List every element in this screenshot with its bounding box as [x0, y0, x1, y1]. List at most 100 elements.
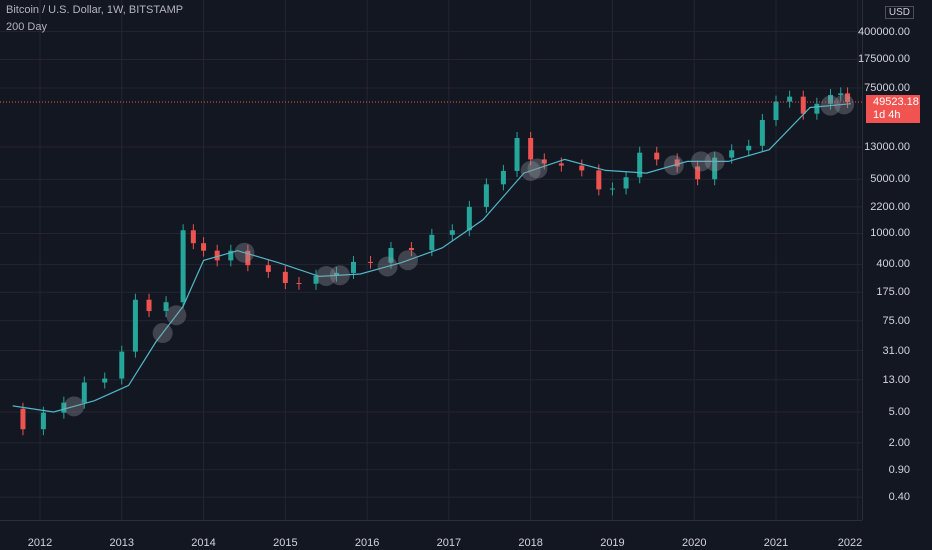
- currency-label[interactable]: USD: [884, 6, 914, 19]
- price-tick-label: 75.00: [882, 314, 910, 327]
- candle-body: [119, 351, 125, 379]
- candle-body: [729, 150, 735, 158]
- touch-highlight: [527, 158, 548, 179]
- candle-body: [228, 250, 234, 261]
- indicator-title[interactable]: 200 Day: [6, 21, 47, 33]
- time-tick-label: 2020: [681, 537, 707, 549]
- touch-highlight: [398, 250, 418, 271]
- candle-body: [265, 265, 271, 272]
- touch-highlight: [820, 95, 841, 116]
- touch-highlight: [704, 151, 725, 172]
- candle-body: [787, 96, 793, 102]
- candle-body: [500, 170, 506, 185]
- price-tick-label: 31.00: [882, 344, 910, 357]
- price-tick-label: 5000.00: [870, 173, 910, 186]
- touch-highlight: [520, 160, 541, 181]
- time-tick-label: 2019: [600, 537, 625, 549]
- candle-body: [214, 250, 220, 261]
- price-tick-label: 400.00: [876, 258, 910, 271]
- candle-body: [180, 230, 186, 303]
- price-tick-label: 0.40: [888, 491, 910, 504]
- candle-body: [466, 206, 472, 231]
- price-tick-label: 5.00: [888, 406, 910, 418]
- price-tick-label: 1000.00: [870, 227, 910, 240]
- ma-200-line: [12, 103, 852, 413]
- time-tick-label: 2016: [354, 537, 380, 549]
- candle-body: [695, 166, 701, 180]
- price-tick-label: 13000.00: [864, 141, 910, 154]
- last-price-value: 49523.18: [873, 95, 919, 108]
- last-price-tag: 49523.18 1d 4h: [866, 94, 920, 123]
- candle-body: [201, 243, 207, 251]
- candle-body: [483, 184, 489, 207]
- price-tick-label: 13.00: [882, 373, 910, 386]
- candle-body: [61, 402, 67, 413]
- candle-body: [623, 177, 629, 189]
- touch-highlight: [166, 305, 187, 326]
- candle-body: [746, 145, 752, 151]
- price-tick-label: 175000.00: [858, 53, 910, 66]
- candle-body: [81, 382, 87, 403]
- candle-body: [163, 302, 169, 312]
- time-tick-label: 2014: [191, 537, 216, 549]
- touch-highlight: [377, 256, 398, 277]
- candle-body: [388, 247, 394, 263]
- candle-body: [368, 261, 374, 263]
- candle-body: [449, 230, 455, 235]
- candle-body: [759, 120, 765, 146]
- candle-body: [845, 93, 851, 102]
- candle-body: [828, 94, 834, 104]
- time-tick-label: 2021: [763, 537, 789, 549]
- time-tick-label: 2017: [436, 537, 462, 549]
- price-tick-label: 400000.00: [858, 25, 910, 38]
- candle-body: [528, 138, 534, 160]
- time-tick-label: 2015: [273, 537, 298, 549]
- candle-body: [296, 282, 302, 284]
- time-tick-label: 2013: [109, 537, 135, 549]
- symbol-title[interactable]: Bitcoin / U.S. Dollar, 1W, BITSTAMP: [6, 4, 184, 16]
- price-scale[interactable]: USD 400000.00 175000.00 75000.00 13000.00 50…: [858, 0, 932, 520]
- time-tick-label: 2022: [837, 537, 863, 549]
- candle-body: [579, 165, 585, 171]
- candle-body: [245, 250, 251, 266]
- candle-body: [654, 152, 660, 160]
- touch-highlight: [329, 265, 350, 286]
- chart-pane[interactable]: Bitcoin / U.S. Dollar, 1W, BITSTAMP 200 …: [0, 0, 862, 520]
- candle-body: [408, 247, 414, 251]
- countdown-value: 1d 4h: [873, 108, 901, 121]
- touch-highlight: [316, 265, 337, 286]
- time-scale[interactable]: 2012 2013 2014 2015 2016 2017 2018 2019 2020 2021…: [0, 520, 862, 550]
- candle-body: [40, 412, 46, 430]
- candle-body: [132, 299, 138, 352]
- touch-highlight: [834, 94, 855, 115]
- candle-body: [773, 101, 779, 121]
- touch-highlight: [663, 155, 684, 176]
- candle-body: [674, 159, 680, 167]
- candle-body: [190, 230, 196, 244]
- candle-body: [541, 159, 547, 164]
- time-tick-label: 2018: [518, 537, 543, 549]
- touch-highlight: [152, 323, 173, 344]
- candle-body: [637, 152, 643, 178]
- candle-body: [20, 408, 26, 430]
- candle-body: [313, 275, 319, 284]
- candle-body: [282, 271, 288, 283]
- touch-highlight: [234, 242, 255, 263]
- price-tick-label: 2.00: [888, 436, 910, 449]
- candle-body: [350, 261, 356, 273]
- candle-body: [102, 378, 108, 383]
- candle-body: [558, 163, 564, 166]
- candle-body: [800, 96, 806, 114]
- touch-highlight: [64, 396, 85, 417]
- candle-body: [333, 272, 339, 276]
- candle-body: [146, 299, 152, 312]
- candle-body: [596, 170, 602, 190]
- price-tick-label: 0.90: [888, 463, 910, 476]
- price-tick-label: 175.00: [876, 286, 910, 299]
- price-tick-label: 75000.00: [864, 82, 910, 94]
- time-tick-label: 2012: [27, 537, 53, 549]
- candle-body: [514, 138, 520, 171]
- touch-highlight: [691, 151, 712, 172]
- price-chart[interactable]: [0, 0, 862, 520]
- candle-body: [609, 188, 615, 190]
